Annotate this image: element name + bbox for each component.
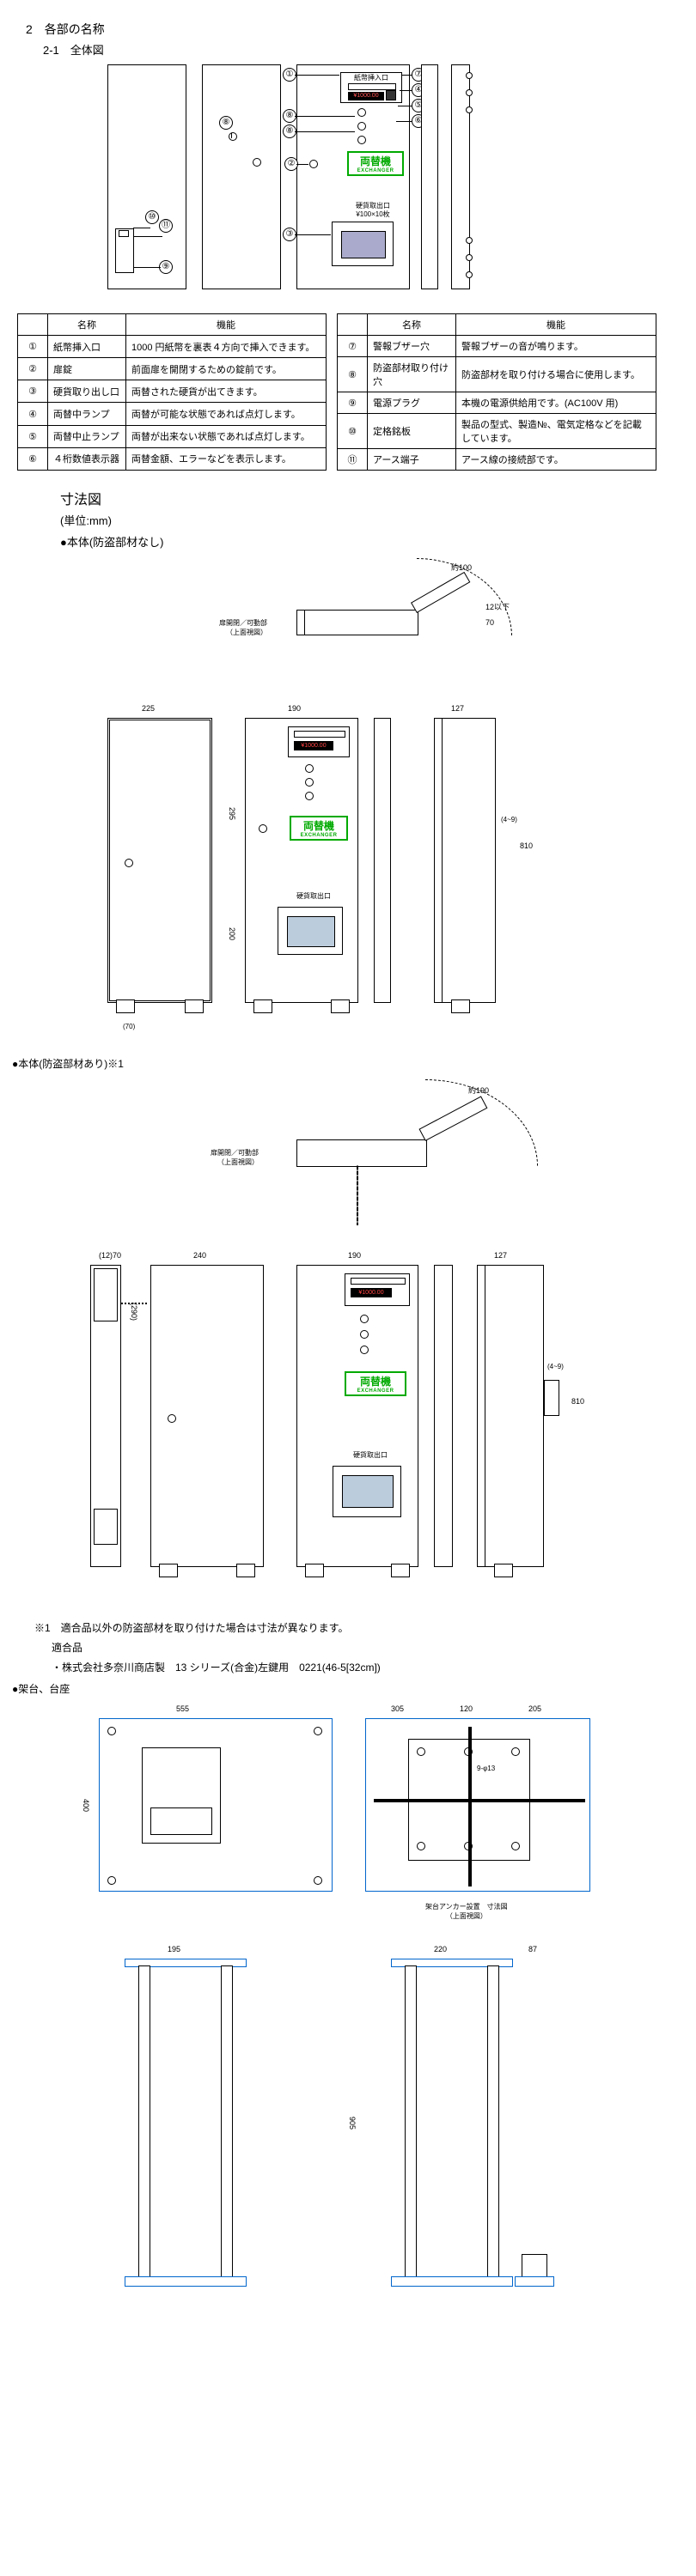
stand-elevation: 195 220 87 905 — [82, 1945, 614, 2306]
dim-w2: 190 — [288, 704, 301, 713]
guard-top-view: 約190 扉開閉／可動部 （上面視図） — [107, 1079, 589, 1234]
dim-note-top: 扉開閉／可動部 （上面視図） — [219, 618, 267, 637]
parts-table-left: 名称 機能 ①紙幣挿入口1000 円紙幣を裏表４方向で挿入できます。②扉錠前面扉… — [17, 313, 327, 471]
dim-gh2: 810 — [571, 1397, 584, 1406]
dim-gw1: (12)70 — [99, 1251, 121, 1260]
dim-gw3: 190 — [348, 1251, 361, 1260]
row-name: 扉錠 — [48, 358, 126, 380]
row-num: ④ — [18, 403, 48, 425]
row-func: 防盗部材を取り付ける場合に使用します。 — [456, 357, 656, 392]
section-heading: 2 各部の名称 — [26, 21, 687, 38]
row-num: ⑥ — [18, 447, 48, 470]
row-func: 警報ブザーの音が鳴ります。 — [456, 336, 656, 357]
dim-sw4: 205 — [528, 1704, 541, 1713]
callout-8a: ⑧ — [219, 116, 233, 130]
coin-amt-label: ¥100×10枚 — [349, 211, 397, 219]
stand-top-view: 555 305 120 205 400 9-φ13 架台アンカー設置 寸法図 （… — [82, 1704, 614, 1928]
row-num: ⑪ — [338, 449, 368, 471]
stand-heading: ●架台、台座 — [12, 1681, 687, 1696]
plain-front-view: 225 190 127 (70) ¥1000.00 両替機EXCHANGER 硬… — [90, 704, 606, 1039]
row-func: アース線の接続部です。 — [456, 449, 656, 471]
row-num: ⑤ — [18, 425, 48, 447]
note-1c: ・株式会社多奈川商店製 13 シリーズ(合金)左鍵用 0221(46-5[32c… — [52, 1660, 687, 1674]
dim-w1: 225 — [142, 704, 155, 713]
dim-sh: 400 — [82, 1799, 90, 1812]
row-func: 製品の型式、製造№、電気定格などを記載しています。 — [456, 414, 656, 449]
exchanger-sign: 両替機 EXCHANGER — [347, 151, 404, 176]
dim-se-h: 905 — [348, 2117, 357, 2129]
coin-out-label: 硬貨取出口 — [349, 203, 397, 210]
row-func: 本機の電源供給用です。(AC100V 用) — [456, 392, 656, 414]
row-name: ４桁数値表示器 — [48, 447, 126, 470]
dim-h2: 200 — [228, 927, 236, 940]
stand-caption: 架台アンカー設置 寸法図 （上面視図） — [425, 1902, 508, 1921]
note-1: ※1 適合品以外の防盗部材を取り付けた場合は寸法が異なります。 — [34, 1620, 687, 1635]
subsection-heading: 2-1 全体図 — [43, 41, 687, 58]
dim-se-w2: 220 — [434, 1945, 447, 1953]
row-name: 紙幣挿入口 — [48, 336, 126, 358]
callout-9: ⑨ — [159, 260, 173, 274]
dim-sw2: 305 — [391, 1704, 404, 1713]
row-name: 両替中止ランプ — [48, 425, 126, 447]
row-num: ⑦ — [338, 336, 368, 357]
row-func: 1000 円紙幣を裏表４方向で挿入できます。 — [126, 336, 327, 358]
dim-body-plain: ●本体(防盗部材なし) — [60, 533, 687, 550]
panel-hinge — [451, 64, 470, 289]
row-num: ⑨ — [338, 392, 368, 414]
parts-tables: 名称 機能 ①紙幣挿入口1000 円紙幣を裏表４方向で挿入できます。②扉錠前面扉… — [17, 313, 679, 471]
dimension-section: 寸法図 (単位:mm) ●本体(防盗部材なし) — [60, 488, 687, 550]
dim-h: 810 — [520, 841, 533, 850]
dim-unit: (単位:mm) — [60, 512, 687, 528]
dim-gw2: 240 — [193, 1251, 206, 1260]
overview-diagram: ⑩ ⑪ ⑨ ⑧ 紙幣挿入口 ¥1000.00 両替機 EXCHANGER 硬貨取… — [107, 64, 589, 305]
dim-h3: 295 — [228, 807, 236, 820]
row-num: ① — [18, 336, 48, 358]
panel-left-2 — [202, 64, 281, 289]
plain-top-view: 約100 扉開閉／可動部 （上面視図） 70 12以下 — [125, 558, 571, 687]
panel-left-1 — [107, 64, 186, 289]
row-name: 電源プラグ — [368, 392, 456, 414]
row-name: アース端子 — [368, 449, 456, 471]
row-name: 防盗部材取り付け穴 — [368, 357, 456, 392]
guard-front-view: (12)70 240 190 127 ¥1000.00 両替機EXCHANGER… — [73, 1251, 623, 1603]
dim-sw: 555 — [176, 1704, 189, 1713]
dim-se-w1: 195 — [168, 1945, 180, 1953]
row-func: 両替が出来ない状態であれば点灯します。 — [126, 425, 327, 447]
dim-hole: 9-φ13 — [477, 1765, 495, 1772]
dim-gap: (4~9) — [501, 816, 517, 823]
row-name: 定格銘板 — [368, 414, 456, 449]
row-name: 両替中ランプ — [48, 403, 126, 425]
dim-title: 寸法図 — [60, 488, 687, 508]
dim-se-w3: 87 — [528, 1945, 537, 1953]
row-name: 硬貨取り出し口 — [48, 380, 126, 403]
note-1b: 適合品 — [52, 1640, 687, 1655]
row-num: ⑩ — [338, 414, 368, 449]
row-func: 両替金額、エラーなどを表示します。 — [126, 447, 327, 470]
row-num: ⑧ — [338, 357, 368, 392]
row-func: 両替が可能な状態であれば点灯します。 — [126, 403, 327, 425]
panel-front: 紙幣挿入口 ¥1000.00 両替機 EXCHANGER 硬貨取出口 ¥100×… — [296, 64, 410, 289]
dim-d1: 70 — [485, 618, 494, 627]
dim-foot1: (70) — [123, 1023, 135, 1030]
dim-d2: 12以下 — [485, 601, 510, 612]
dim-body-guard: ●本体(防盗部材あり)※1 — [12, 1056, 687, 1071]
row-func: 両替された硬貨が出てきます。 — [126, 380, 327, 403]
dim-arc-r: 約100 — [451, 562, 472, 573]
dim-sw3: 120 — [460, 1704, 473, 1713]
dim-gh: (290) — [130, 1303, 138, 1321]
callout-11: ⑪ — [159, 219, 173, 233]
panel-side — [421, 64, 438, 289]
callout-10: ⑩ — [145, 210, 159, 224]
row-num: ② — [18, 358, 48, 380]
parts-table-right: 名称 機能 ⑦警報ブザー穴警報ブザーの音が鳴ります。⑧防盗部材取り付け穴防盗部材… — [337, 313, 656, 471]
row-func: 前面扉を開閉するための錠前です。 — [126, 358, 327, 380]
row-num: ③ — [18, 380, 48, 403]
dim-gw4: 127 — [494, 1251, 507, 1260]
dim-guard-r: 約190 — [468, 1084, 489, 1096]
row-name: 警報ブザー穴 — [368, 336, 456, 357]
amount-display: ¥1000.00 — [348, 92, 384, 100]
bill-insert-label: 紙幣挿入口 — [345, 75, 398, 82]
dim-w3: 127 — [451, 704, 464, 713]
